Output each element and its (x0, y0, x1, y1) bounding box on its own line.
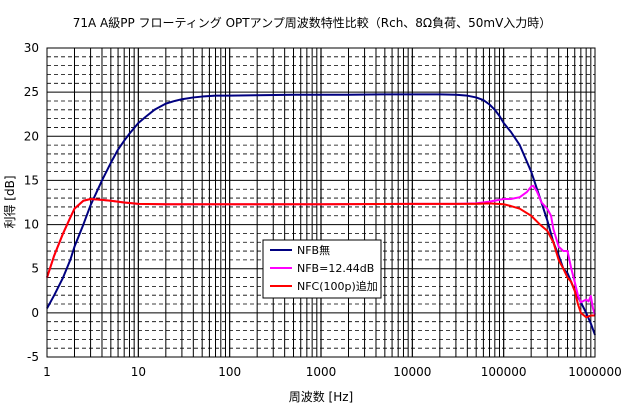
x-tick-label: 10000 (393, 365, 431, 379)
x-tick-label: 100000 (481, 365, 527, 379)
legend: NFB無 NFB=12.44dB NFC(100p)追加 (262, 239, 382, 299)
y-tick-label: -5 (27, 350, 39, 364)
tick-labels: 1 10 100 1000 10000 100000 1000000 -5 0 5 10 15 20 25… (24, 41, 622, 379)
x-tick-label: 1000 (306, 365, 337, 379)
legend-label: NFB=12.44dB (297, 262, 374, 275)
y-tick-label: 20 (24, 129, 39, 143)
y-tick-label: 15 (24, 173, 39, 187)
x-tick-label: 100 (218, 365, 241, 379)
y-tick-label: 30 (24, 41, 39, 55)
chart-title: 71A A級PP フローティング OPTアンプ周波数特性比較（Rch、8Ω負荷、… (73, 15, 552, 30)
legend-label: NFB無 (297, 243, 330, 257)
series-line (46, 93, 596, 336)
x-tick-label: 1000000 (568, 365, 621, 379)
x-tick-label: 1 (43, 365, 51, 379)
y-tick-label: 10 (24, 218, 39, 232)
y-axis-label: 利得 [dB] (2, 175, 17, 228)
legend-label: NFC(100p)追加 (297, 279, 378, 293)
y-tick-label: 0 (31, 306, 39, 320)
y-tick-label: 5 (31, 262, 39, 276)
series-line (46, 197, 595, 319)
y-tick-label: 25 (24, 85, 39, 99)
plot-frame (46, 47, 596, 358)
series-lines (46, 93, 596, 336)
x-axis-label: 周波数 [Hz] (289, 389, 354, 404)
x-tick-label: 10 (131, 365, 146, 379)
